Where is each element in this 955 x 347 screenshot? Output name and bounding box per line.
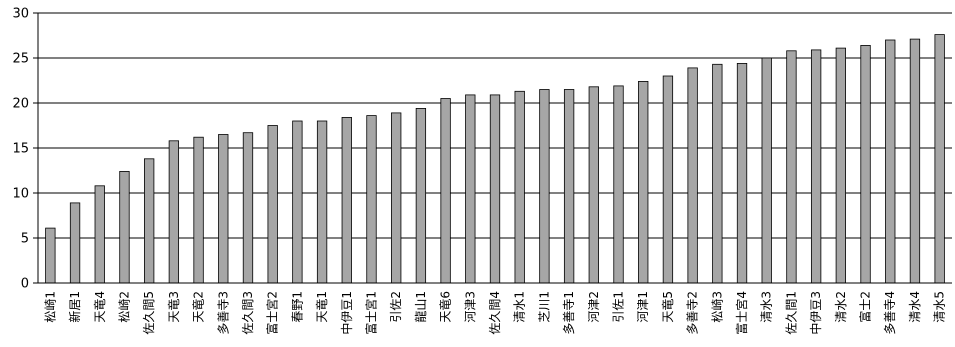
bar <box>391 112 402 284</box>
bar <box>193 136 204 284</box>
x-category-label: 清水1 <box>513 291 527 323</box>
y-tick-label: 0 <box>21 277 29 292</box>
x-category-label: 富士宮2 <box>265 291 280 335</box>
x-category-label: 清水3 <box>760 291 774 323</box>
x-category-label: 松崎1 <box>43 291 57 323</box>
x-category-label: 河津1 <box>636 291 650 323</box>
x-category-label: 清水5 <box>933 291 947 323</box>
bar <box>514 90 525 284</box>
bar <box>69 202 81 284</box>
x-category-label: 富士宮1 <box>363 291 378 335</box>
bar <box>45 227 56 284</box>
bar <box>341 117 352 284</box>
bar <box>218 134 229 284</box>
y-tick-labels: 0 5 10 15 20 25 30 <box>12 7 29 292</box>
x-category-label: 天竜3 <box>167 291 181 323</box>
x-category-label: 清水2 <box>834 291 848 323</box>
y-tick-label: 25 <box>12 52 29 67</box>
y-tick-label: 30 <box>12 7 29 22</box>
bar <box>736 63 748 284</box>
x-category-label: 佐久間1 <box>784 291 798 335</box>
bar <box>415 108 427 284</box>
bar <box>613 85 624 284</box>
y-tick-label: 5 <box>21 232 29 247</box>
x-category-label: 天竜6 <box>439 291 453 323</box>
x-category-label: 天竜1 <box>315 291 329 323</box>
y-tick-label: 20 <box>12 97 29 112</box>
x-category-label: 多善寺3 <box>215 291 230 335</box>
bar <box>588 86 599 284</box>
x-category-label: 佐久間4 <box>488 291 502 335</box>
x-category-label: 多善寺4 <box>882 291 897 335</box>
bar <box>638 81 649 284</box>
bar <box>465 94 476 284</box>
bar <box>267 125 278 284</box>
bar <box>366 115 377 284</box>
bar <box>316 120 328 284</box>
bar <box>909 38 921 284</box>
bar <box>662 75 674 284</box>
x-category-label: 佐久間3 <box>241 291 255 335</box>
bar <box>489 94 501 284</box>
x-category-labels: 松崎1 新居1 天竜4 松崎2 佐久間5 天竜3 天竜2 多善寺3 佐久間3 富士宮2 春野1 天竜1… <box>43 291 946 335</box>
x-category-label: 中伊豆1 <box>339 291 354 335</box>
bar <box>440 98 451 284</box>
x-category-label: 多善寺2 <box>685 291 700 335</box>
x-category-label: 河津2 <box>587 291 601 323</box>
y-tick-label: 10 <box>12 187 29 202</box>
bar <box>94 185 105 284</box>
y-tick-label: 15 <box>12 142 29 157</box>
bar <box>687 67 698 284</box>
x-category-label: 芝川1 <box>536 291 551 323</box>
x-category-label: 富士2 <box>858 291 873 323</box>
x-category-label: 引佐1 <box>612 291 626 323</box>
x-category-label: 佐久間5 <box>142 291 156 335</box>
x-category-label: 松崎2 <box>117 291 131 323</box>
bar <box>242 132 254 284</box>
x-category-label: 清水4 <box>908 291 922 323</box>
bar <box>835 47 846 284</box>
x-category-label: 松崎3 <box>710 291 724 323</box>
x-category-label: 河津3 <box>463 291 477 323</box>
x-category-label: 多善寺1 <box>561 291 576 335</box>
bar <box>786 50 797 284</box>
bar <box>712 63 723 284</box>
x-category-label: 天竜2 <box>192 291 206 323</box>
x-category-label: 天竜5 <box>661 291 675 323</box>
x-category-label: 中伊豆3 <box>808 291 823 335</box>
x-category-label: 新居1 <box>67 291 82 323</box>
x-category-label: 天竜4 <box>93 291 107 323</box>
bar <box>810 49 822 284</box>
bar <box>761 57 772 284</box>
bar <box>539 89 550 284</box>
axes <box>33 12 952 284</box>
bar <box>885 39 896 284</box>
bars <box>45 34 945 284</box>
bar <box>292 120 303 284</box>
x-category-label: 引佐2 <box>389 291 403 323</box>
bar <box>563 89 575 284</box>
bar <box>860 45 871 284</box>
x-category-label: 龍山1 <box>413 291 428 323</box>
bar <box>934 34 945 284</box>
bar <box>119 170 130 284</box>
bar <box>168 140 180 284</box>
x-category-label: 春野1 <box>290 291 304 323</box>
x-category-label: 富士宮4 <box>734 291 749 335</box>
bar <box>144 158 155 284</box>
